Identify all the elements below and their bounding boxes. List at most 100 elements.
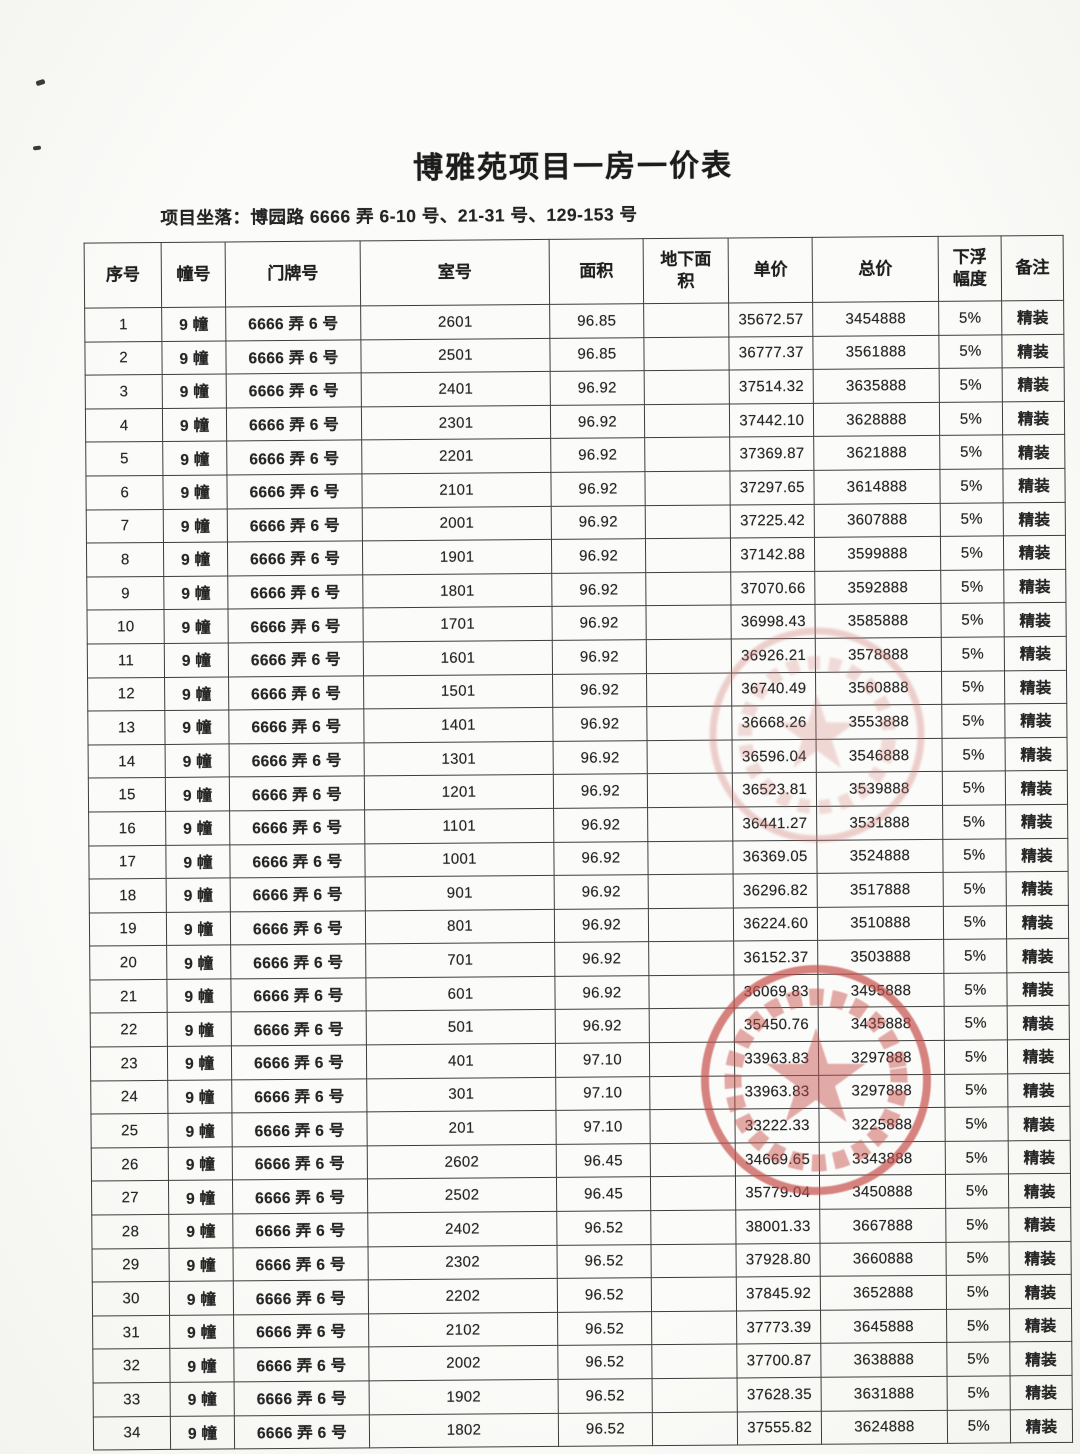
table-cell: 9 幢 — [167, 978, 232, 1013]
table-cell: 精装 — [1005, 804, 1068, 839]
table-cell — [646, 638, 732, 674]
table-cell: 96.92 — [554, 874, 649, 910]
table-cell: 5% — [943, 972, 1008, 1007]
table-cell: 11 — [87, 643, 165, 678]
table-cell: 2502 — [367, 1177, 557, 1213]
table-cell: 5% — [941, 737, 1006, 772]
table-cell: 精装 — [1004, 602, 1067, 637]
table-cell: 5% — [941, 703, 1006, 739]
table-cell: 3 — [85, 374, 163, 409]
table-cell: 401 — [366, 1043, 556, 1079]
table-cell: 5% — [945, 1174, 1009, 1209]
table-cell: 20 — [89, 945, 168, 980]
table-cell: 3660888 — [820, 1241, 946, 1277]
table-cell: 5% — [942, 804, 1007, 839]
table-cell: 3343888 — [819, 1141, 946, 1176]
table-cell: 精装 — [1010, 1375, 1073, 1410]
table-cell: 97.10 — [555, 1042, 650, 1078]
column-header: 下浮幅度 — [937, 235, 1002, 302]
table-cell: 3638888 — [821, 1342, 947, 1378]
table-cell: 5 — [85, 441, 164, 477]
table-cell: 33 — [93, 1382, 171, 1417]
table-cell: 5% — [942, 905, 1007, 940]
table-cell — [649, 1075, 736, 1110]
table-cell: 5% — [938, 368, 1003, 403]
table-cell: 6666 弄 6 号 — [226, 473, 363, 509]
table-cell: 32 — [92, 1348, 171, 1384]
table-cell — [649, 1008, 735, 1043]
table-cell: 501 — [366, 1009, 556, 1045]
table-cell: 33963.83 — [734, 1041, 819, 1076]
table-cell — [647, 840, 734, 875]
table-cell: 9 幢 — [169, 1281, 234, 1316]
table-cell: 5% — [946, 1375, 1011, 1410]
table-cell: 6666 弄 6 号 — [229, 742, 365, 778]
table-cell: 96.92 — [553, 807, 648, 842]
table-cell: 9 幢 — [170, 1381, 235, 1417]
table-cell: 2602 — [367, 1144, 557, 1180]
table-cell: 精装 — [1007, 1039, 1070, 1074]
table-cell: 6666 弄 6 号 — [233, 1280, 369, 1315]
table-cell: 37142.88 — [730, 537, 816, 572]
table-cell: 3635888 — [813, 368, 940, 404]
table-cell: 精装 — [1005, 737, 1068, 772]
table-cell: 精装 — [1010, 1408, 1073, 1444]
table-cell: 5% — [943, 1006, 1008, 1041]
table-cell: 精装 — [1009, 1240, 1072, 1276]
table-cell: 36152.37 — [733, 940, 819, 975]
table-cell: 精装 — [1007, 972, 1070, 1007]
table-cell: 97.10 — [555, 1109, 651, 1145]
table-cell: 9 幢 — [168, 1113, 233, 1148]
table-cell: 96.52 — [557, 1345, 653, 1380]
table-cell: 5% — [940, 536, 1004, 571]
table-cell: 36998.43 — [731, 604, 816, 639]
table-cell: 2401 — [361, 371, 551, 407]
column-header: 幢号 — [161, 241, 226, 308]
table-cell: 2601 — [360, 304, 550, 340]
table-cell: 精装 — [1002, 401, 1065, 436]
table-cell: 3599888 — [814, 536, 941, 572]
table-cell: 5% — [941, 771, 1006, 806]
table-cell: 精装 — [1006, 837, 1069, 872]
table-header-row: 序号 幢号 门牌号 室号 面积 地下面积 单价 总价 下浮幅度 备注 — [84, 235, 1064, 309]
table-cell: 96.45 — [556, 1177, 651, 1212]
table-cell: 96.92 — [553, 773, 648, 809]
table-cell — [646, 672, 732, 707]
table-cell: 精装 — [1008, 1207, 1071, 1242]
table-cell: 2501 — [360, 338, 551, 374]
table-cell: 37297.65 — [730, 470, 815, 505]
table-cell: 6666 弄 6 号 — [226, 440, 362, 475]
table-cell: 15 — [88, 777, 166, 812]
table-cell: 5% — [946, 1308, 1011, 1343]
page-title: 博雅苑项目一房一价表 — [412, 149, 734, 185]
table-cell: 9 幢 — [170, 1348, 235, 1383]
project-location-line: 项目坐落：博园路 6666 弄 6-10 号、21-31 号、129-153 号 — [160, 204, 638, 228]
table-cell: 3631888 — [821, 1376, 947, 1411]
table-cell: 2101 — [361, 472, 552, 508]
table-cell: 24 — [90, 1080, 169, 1115]
table-cell: 37442.10 — [729, 403, 814, 438]
table-cell — [647, 773, 733, 808]
table-cell: 36069.83 — [734, 974, 819, 1009]
table-cell: 36596.04 — [732, 739, 817, 774]
table-cell: 36296.82 — [733, 873, 818, 908]
table-cell — [645, 571, 732, 607]
table-cell: 4 — [85, 408, 164, 443]
table-cell: 6666 弄 6 号 — [231, 1044, 367, 1080]
table-cell — [644, 403, 730, 439]
table-cell: 29 — [92, 1248, 170, 1283]
table-cell: 2 — [84, 341, 163, 376]
table-cell: 96.52 — [556, 1244, 652, 1279]
table-cell: 3297888 — [818, 1040, 945, 1075]
table-cell: 36668.26 — [731, 705, 817, 740]
table-cell: 9 幢 — [161, 306, 226, 342]
table-cell: 5% — [944, 1107, 1009, 1142]
table-cell: 6666 弄 6 号 — [231, 1078, 367, 1114]
table-cell: 9 幢 — [169, 1247, 234, 1282]
table-cell: 精装 — [1006, 938, 1069, 973]
table-cell: 35450.76 — [734, 1007, 819, 1043]
table-cell: 9 幢 — [169, 1213, 233, 1249]
table-cell: 2201 — [361, 438, 551, 474]
table-cell: 37700.87 — [736, 1343, 822, 1378]
table-cell: 8 — [86, 542, 165, 577]
